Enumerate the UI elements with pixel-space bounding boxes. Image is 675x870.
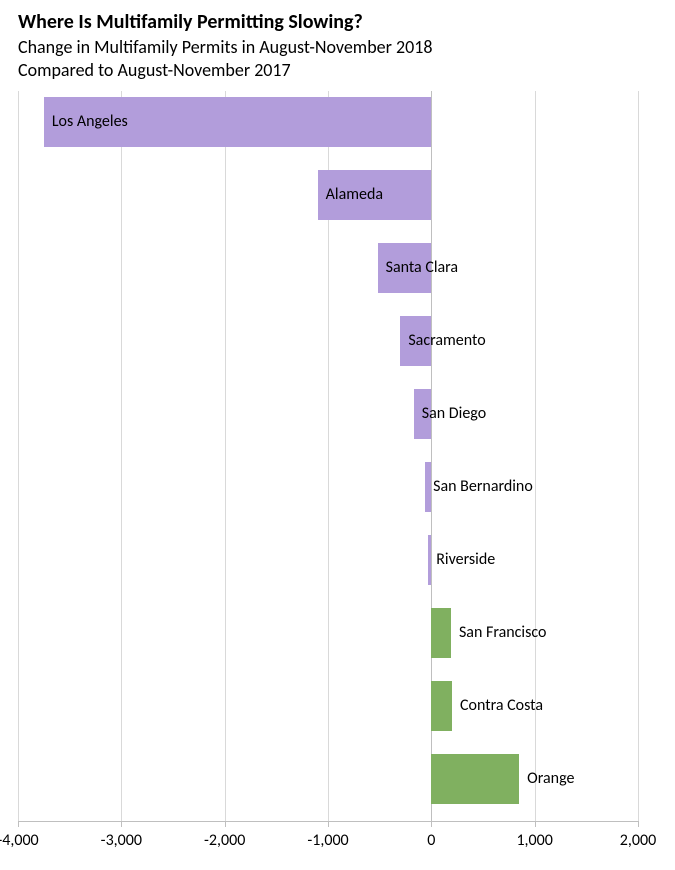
bar-label: Riverside [436, 550, 495, 569]
x-tick-label: -1,000 [307, 831, 348, 850]
chart-subtitle-line1: Change in Multifamily Permits in August-… [18, 36, 432, 58]
x-tick-mark [638, 821, 639, 827]
bar-label: Alameda [326, 185, 383, 204]
x-tick-label: 1,000 [516, 831, 552, 850]
grid-line [225, 91, 226, 821]
chart-subtitle-line2: Compared to August-November 2017 [18, 59, 291, 81]
bar-label: Contra Costa [460, 696, 543, 715]
bar-label: Santa Clara [386, 258, 459, 277]
bar-label: San Bernardino [433, 477, 533, 496]
bar [428, 535, 431, 585]
bar [431, 754, 519, 804]
bar [431, 608, 451, 658]
chart-title: Where Is Multifamily Permitting Slowing? [18, 10, 675, 34]
bar-label: Orange [527, 769, 574, 788]
x-tick-label: 0 [427, 831, 435, 850]
x-tick-label: -2,000 [204, 831, 245, 850]
bar-label: Sacramento [408, 331, 485, 350]
grid-line [121, 91, 122, 821]
chart-area: -4,000-3,000-2,000-1,00001,0002,000Los A… [18, 91, 638, 861]
bar-label: Los Angeles [52, 112, 128, 131]
grid-line [638, 91, 639, 821]
grid-line [18, 91, 19, 821]
chart-subtitle: Change in Multifamily Permits in August-… [18, 36, 675, 81]
bar-label: San Diego [422, 404, 486, 423]
bar-label: San Francisco [459, 623, 546, 642]
chart-container: Where Is Multifamily Permitting Slowing?… [0, 0, 675, 870]
bar [425, 462, 431, 512]
x-axis-line [18, 821, 638, 822]
x-tick-label: -3,000 [101, 831, 142, 850]
x-tick-label: -4,000 [0, 831, 39, 850]
x-tick-label: 2,000 [620, 831, 656, 850]
bar [431, 681, 452, 731]
